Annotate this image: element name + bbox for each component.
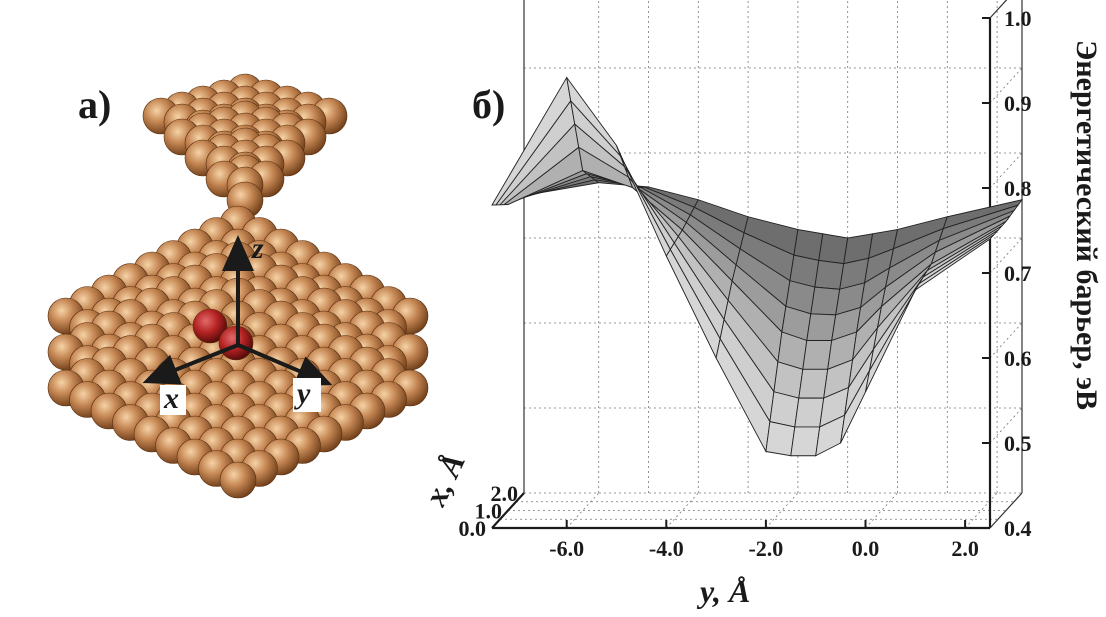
surface-patch <box>790 426 821 457</box>
z-axis-title: Энергетический барьер, эВ <box>1070 40 1103 410</box>
surface-patch <box>765 421 796 457</box>
tick-labels: -6.0 -4.0 -2.0 0.0 2.00.01.02.00.40.50.60.70… <box>459 6 1032 561</box>
y-tick-label: -2.0 <box>748 536 783 561</box>
surface-patch <box>794 397 825 428</box>
panel-b-label: б) <box>472 82 505 127</box>
panel-a: а) z x y <box>47 73 429 499</box>
y-tick-label: -6.0 <box>549 536 584 561</box>
z-axis-label: z <box>251 232 264 265</box>
z-tick-label: 0.5 <box>1004 431 1032 456</box>
x-axis-arrow <box>142 343 239 385</box>
y-tick-label: -4.0 <box>649 536 684 561</box>
surface-patch <box>810 286 841 316</box>
copper-atom <box>219 461 257 499</box>
y-axis-arrow <box>237 343 333 386</box>
grid-line <box>865 492 898 529</box>
adatom <box>192 308 228 344</box>
axis-line <box>491 492 525 529</box>
z-tick-label: 0.6 <box>1004 346 1032 371</box>
z-tick-label: 0.8 <box>1004 176 1032 201</box>
panel-b: б) -6.0 -4.0 -2.0 0.0 2.00.01.02.00.40.50.60… <box>416 0 1103 609</box>
y-axis-title: y, Å <box>696 573 750 609</box>
x-tick-label: 1.0 <box>475 499 503 524</box>
surface-patch <box>798 368 829 399</box>
y-tick-label: 0.0 <box>852 536 880 561</box>
surface-patch <box>769 391 800 428</box>
z-tick-label: 0.9 <box>1004 91 1032 116</box>
surface-patch <box>806 313 837 341</box>
z-tick-label: 0.7 <box>1004 261 1032 286</box>
z-tick-label: 1.0 <box>1004 6 1032 31</box>
surface-patch <box>914 234 995 291</box>
panel-a-label: а) <box>78 82 111 127</box>
y-tick-label: 2.0 <box>951 536 979 561</box>
surface-patch <box>814 259 845 290</box>
coordinate-axes: z x y <box>142 232 333 415</box>
surface-patch <box>818 233 849 265</box>
tip-cluster <box>142 73 348 219</box>
surface-patch <box>802 340 833 370</box>
z-tick-label: 0.4 <box>1004 516 1032 541</box>
energy-surface <box>491 76 1024 457</box>
x-tick-label: 2.0 <box>491 481 519 506</box>
x-axis-label: x <box>163 382 179 415</box>
surface-slab <box>47 205 429 499</box>
x-axis-title: x, Å <box>416 447 472 511</box>
axis-line <box>989 0 1008 19</box>
y-axis-label: y <box>294 377 311 410</box>
axis-line <box>989 492 1023 529</box>
x-tick-label: 0.0 <box>459 516 487 541</box>
